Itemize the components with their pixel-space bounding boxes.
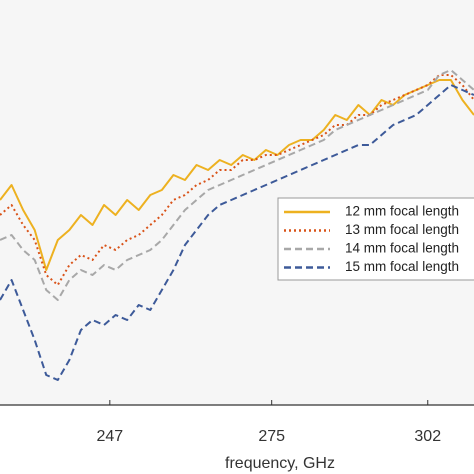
legend-label: 13 mm focal length [345,222,459,237]
x-tick-label: 275 [258,428,285,445]
legend-label: 12 mm focal length [345,204,459,219]
x-tick-label: 302 [414,428,441,445]
legend-label: 14 mm focal length [345,241,459,256]
series-line [0,74,474,286]
x-tick-label: 247 [96,428,123,445]
legend-label: 15 mm focal length [345,259,459,274]
series-line [0,79,474,271]
x-axis-label: frequency, GHz [225,455,335,472]
legend: 12 mm focal length 13 mm focal length 14 m… [277,197,474,281]
